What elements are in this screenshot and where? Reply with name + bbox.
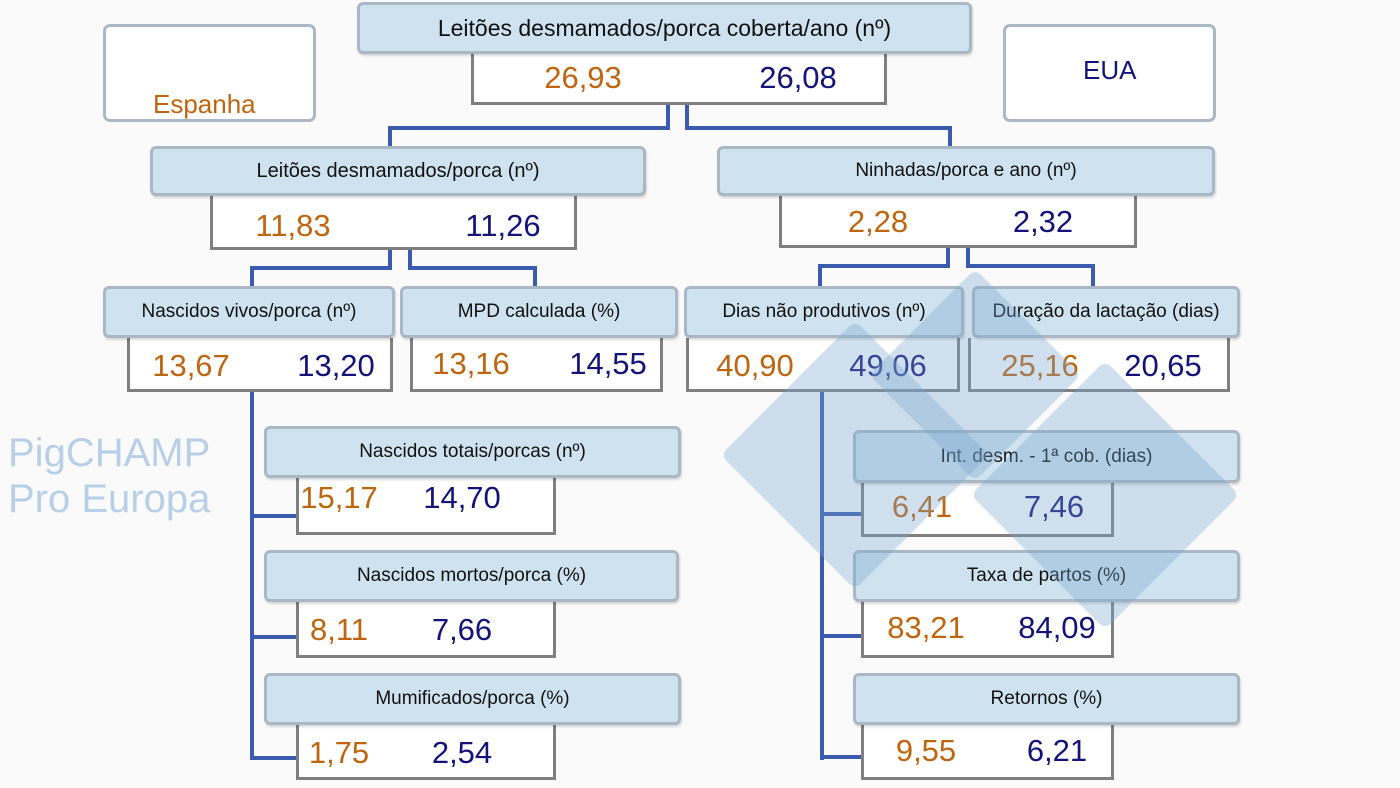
connector-line (250, 266, 392, 270)
connector-line (946, 248, 950, 268)
node-values: 83,21 84,09 (861, 602, 1114, 658)
spain-value: 83,21 (887, 610, 965, 645)
spain-value: 9,55 (895, 733, 957, 768)
connector-line (388, 126, 670, 130)
watermark: PigCHAMP Pro Europa (8, 431, 211, 521)
connector-line (250, 392, 254, 760)
node-label: Duração da lactação (dias) (972, 286, 1240, 338)
spain-value: 25,16 (1001, 348, 1079, 383)
node-label: Taxa de partos (%) (853, 550, 1240, 602)
node-values: 40,90 49,06 (686, 338, 960, 392)
connector-line (818, 264, 950, 268)
connector-line (820, 512, 863, 516)
legend-spain-label: Espanha (153, 89, 256, 119)
node-label: Leitões desmamados/porca (nº) (150, 146, 646, 196)
usa-value: 26,08 (759, 60, 837, 95)
usa-value: 2,32 (1012, 204, 1074, 239)
connector-line (966, 248, 970, 268)
legend-usa: EUA (1003, 24, 1216, 122)
usa-value: 20,65 (1124, 348, 1202, 383)
usa-value: 11,26 (465, 208, 541, 243)
connector-line (388, 126, 392, 148)
connector-line (685, 126, 952, 130)
connector-line (1091, 264, 1095, 288)
spain-value: 15,17 (300, 480, 378, 515)
connector-line (820, 634, 863, 638)
node-label: Retornos (%) (853, 673, 1240, 725)
connector-line (408, 250, 412, 270)
usa-value: 7,66 (431, 612, 493, 647)
node-values: 15,17 14,70 (296, 478, 556, 535)
connector-line (408, 266, 537, 270)
node-label: Int. desm. - 1ª cob. (dias) (853, 430, 1240, 483)
node-label: Mumificados/porca (%) (264, 673, 681, 725)
node-values: 25,16 20,65 (968, 338, 1230, 392)
node-label: Leitões desmamados/porca coberta/ano (nº… (357, 2, 972, 54)
connector-line (250, 635, 298, 639)
usa-value: 84,09 (1018, 610, 1096, 645)
usa-value: 49,06 (849, 348, 927, 383)
connector-line (820, 755, 863, 759)
node-values: 6,41 7,46 (861, 483, 1114, 537)
connector-line (250, 514, 298, 518)
spain-value: 40,90 (716, 348, 794, 383)
connector-line (666, 105, 670, 130)
node-values: 8,11 7,66 (296, 602, 556, 658)
node-label: MPD calculada (%) (400, 286, 678, 338)
connector-line (533, 266, 537, 288)
spain-value: 13,16 (432, 346, 510, 381)
node-values: 26,93 26,08 (471, 54, 887, 105)
spain-value: 2,28 (847, 204, 909, 239)
node-label: Nascidos totais/porcas (nº) (264, 426, 681, 478)
connector-line (250, 266, 254, 288)
node-values: 1,75 2,54 (296, 725, 556, 780)
connector-line (820, 392, 824, 760)
usa-value: 14,70 (423, 480, 501, 515)
node-label: Dias não produtivos (nº) (684, 286, 964, 338)
spain-value: 11,83 (255, 208, 331, 243)
connector-line (685, 105, 689, 130)
usa-value: 2,54 (431, 735, 493, 770)
spain-value: 1,75 (308, 735, 370, 770)
connector-line (818, 264, 822, 288)
spain-value: 13,67 (152, 348, 230, 383)
connector-line (388, 250, 392, 270)
legend-usa-label: EUA (1083, 55, 1137, 85)
node-values: 13,67 13,20 (127, 338, 393, 392)
spain-value: 8,11 (309, 612, 369, 647)
node-label: Nascidos mortos/porca (%) (264, 550, 679, 602)
node-values: 9,55 6,21 (861, 725, 1114, 780)
node-label: Ninhadas/porca e ano (nº) (717, 146, 1215, 196)
usa-value: 13,20 (297, 348, 375, 383)
usa-value: 6,21 (1026, 733, 1088, 768)
node-values: 2,28 2,32 (779, 196, 1137, 248)
node-label: Nascidos vivos/porca (nº) (103, 286, 395, 338)
usa-value: 14,55 (569, 346, 647, 381)
connector-line (250, 756, 298, 760)
spain-value: 26,93 (544, 60, 622, 95)
node-values: 13,16 14,55 (410, 338, 663, 392)
connector-line (966, 264, 1095, 268)
legend-spain: Espanha (103, 24, 316, 122)
usa-value: 7,46 (1023, 489, 1085, 524)
spain-value: 6,41 (891, 489, 953, 524)
connector-line (948, 126, 952, 148)
node-values: 11,83 11,26 (210, 196, 577, 250)
